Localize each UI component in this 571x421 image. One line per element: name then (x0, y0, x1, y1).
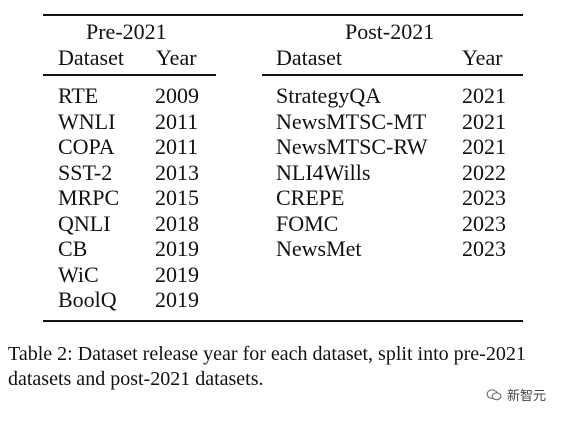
watermark: 新智元 (486, 385, 546, 404)
dataset-cell: RTE (58, 83, 99, 108)
year-cell: 2011 (155, 108, 199, 134)
year-cell: 2023 (462, 236, 506, 261)
dataset-cell: MRPC (58, 185, 120, 210)
dataset-cell: WNLI (58, 108, 116, 134)
dataset-cell: WiC (58, 261, 99, 287)
year-cell: 2009 (155, 83, 199, 108)
year-cell: 2023 (462, 185, 506, 210)
left-dataset-header: Dataset (58, 45, 124, 70)
table-bottom-rule (43, 320, 523, 322)
table-top-rule (43, 14, 523, 16)
year-cell: 2013 (155, 159, 199, 185)
year-cell: 2015 (155, 185, 199, 210)
year-cell: 2019 (155, 287, 199, 312)
left-header-rule (43, 74, 216, 76)
dataset-cell: NLI4Wills (276, 159, 371, 185)
year-cell: 2011 (155, 134, 199, 159)
right-header-rule (262, 74, 523, 76)
dataset-cell: FOMC (276, 210, 339, 236)
wechat-logo-icon (486, 388, 502, 400)
year-cell: 2022 (462, 159, 506, 185)
dataset-cell: NewsMTSC-MT (276, 108, 427, 134)
dataset-cell: CREPE (276, 185, 345, 210)
year-cell: 2021 (462, 134, 506, 159)
dataset-cell: BoolQ (58, 287, 117, 312)
table-caption: Table 2: Dataset release year for each d… (8, 343, 526, 390)
left-year-header: Year (156, 45, 197, 70)
dataset-cell: CB (58, 236, 88, 261)
dataset-cell: NewsMTSC-RW (276, 134, 428, 159)
dataset-cell: QNLI (58, 210, 111, 236)
dataset-cell: NewsMet (276, 236, 362, 261)
year-cell: 2023 (462, 210, 506, 236)
year-cell: 2019 (155, 261, 199, 287)
dataset-cell: StrategyQA (276, 83, 382, 108)
year-cell: 2021 (462, 83, 506, 108)
dataset-cell: SST-2 (58, 159, 113, 185)
year-cell: 2018 (155, 210, 199, 236)
left-group-title: Pre-2021 (86, 19, 167, 44)
right-dataset-header: Dataset (276, 45, 342, 70)
year-cell: 2021 (462, 108, 506, 134)
watermark-text: 新智元 (507, 389, 547, 404)
year-cell: 2019 (155, 236, 199, 261)
dataset-cell: COPA (58, 134, 115, 159)
right-group-title: Post-2021 (345, 19, 435, 44)
right-year-header: Year (462, 45, 503, 70)
